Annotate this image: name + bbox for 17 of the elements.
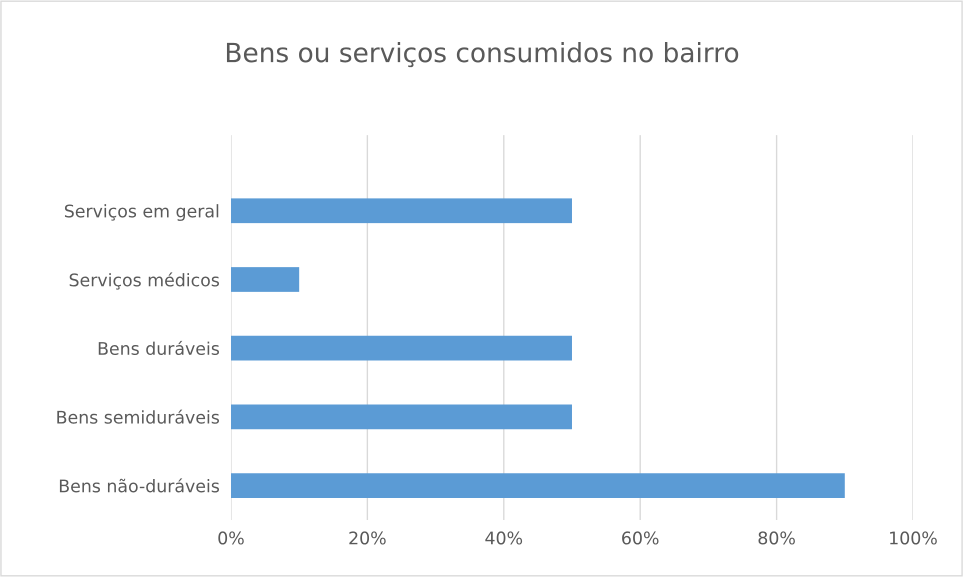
y-tick-label: Bens não-duráveis <box>60 478 220 492</box>
x-tick-label: 80% <box>758 531 795 545</box>
x-tick-label: 100% <box>890 531 937 545</box>
chart-title: Bens ou serviços consumidos no bairro <box>226 42 738 68</box>
bar <box>230 198 572 224</box>
y-tick-label: Bens semiduráveis <box>57 410 220 424</box>
x-tick-label: 60% <box>622 531 659 545</box>
x-tick-label: 40% <box>485 531 522 545</box>
x-tick-label: 20% <box>349 531 386 545</box>
bar <box>230 473 845 498</box>
bar <box>230 336 572 361</box>
y-tick-label: Bens duráveis <box>98 340 220 356</box>
y-tick-label: Serviços médicos <box>70 272 220 290</box>
y-tick-label: Serviços em geral <box>64 204 218 221</box>
bar <box>230 267 300 292</box>
bar <box>230 404 572 430</box>
x-tick-label: 0% <box>218 531 244 545</box>
